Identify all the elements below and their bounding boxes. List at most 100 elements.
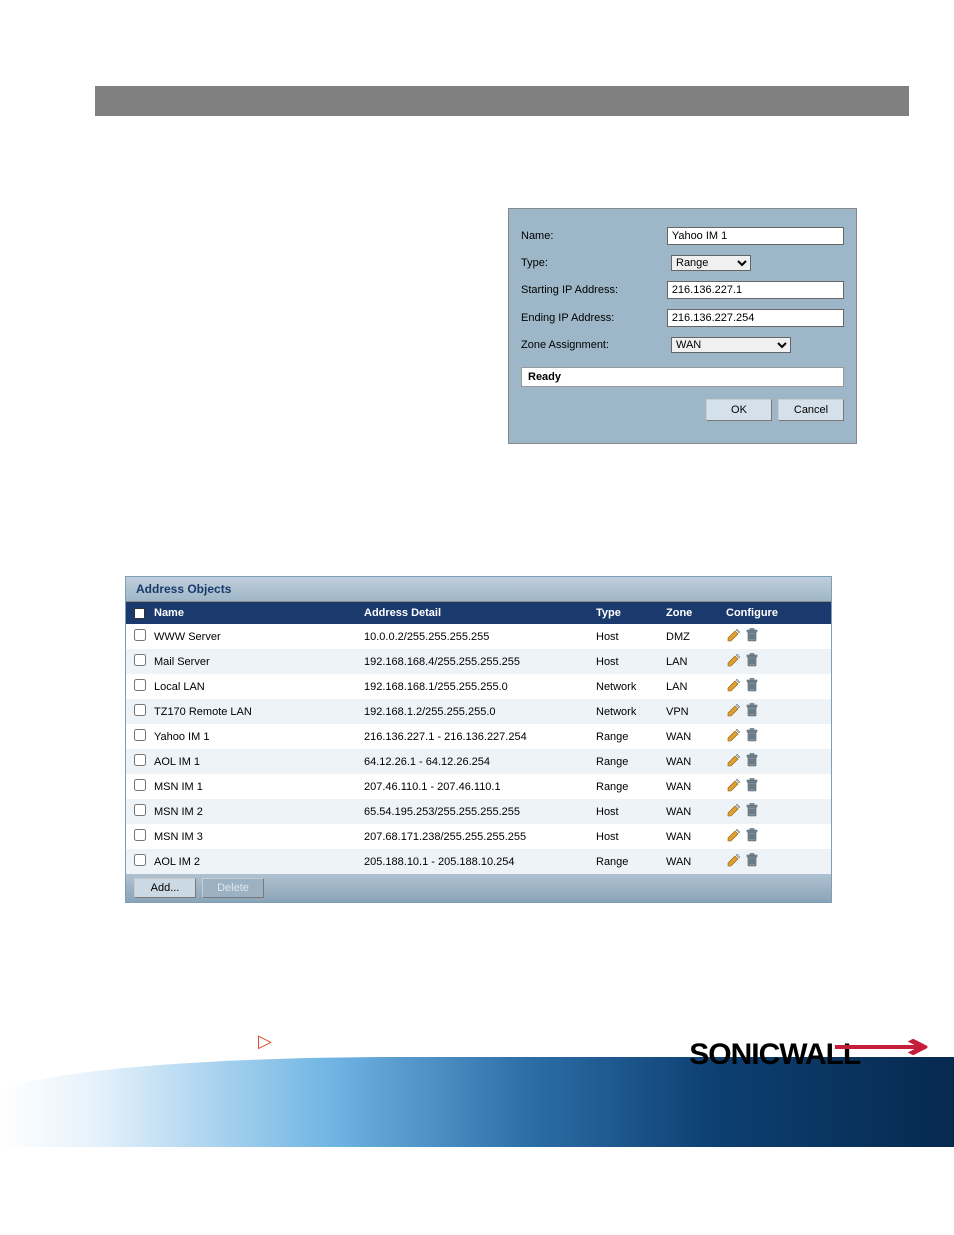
row-zone: VPN (666, 706, 726, 718)
header-zone: Zone (666, 607, 726, 619)
delete-icon[interactable] (744, 777, 760, 796)
name-input[interactable] (667, 227, 844, 245)
row-detail: 207.46.110.1 - 207.46.110.1 (364, 781, 596, 793)
delete-icon[interactable] (744, 727, 760, 746)
table-row: AOL IM 2205.188.10.1 - 205.188.10.254Ran… (126, 849, 831, 874)
row-zone: WAN (666, 831, 726, 843)
row-checkbox[interactable] (134, 629, 146, 641)
row-detail: 192.168.168.4/255.255.255.255 (364, 656, 596, 668)
row-detail: 216.136.227.1 - 216.136.227.254 (364, 731, 596, 743)
address-objects-panel: Address Objects Name Address Detail Type… (125, 576, 832, 903)
row-detail: 65.54.195.253/255.255.255.255 (364, 806, 596, 818)
row-type: Range (596, 781, 666, 793)
delete-icon[interactable] (744, 652, 760, 671)
row-checkbox[interactable] (134, 754, 146, 766)
row-type: Range (596, 731, 666, 743)
name-label: Name: (521, 230, 667, 242)
row-type: Range (596, 856, 666, 868)
row-detail: 207.68.171.238/255.255.255.255 (364, 831, 596, 843)
row-name: MSN IM 3 (154, 831, 364, 843)
row-zone: WAN (666, 806, 726, 818)
status-bar: Ready (521, 367, 844, 387)
triangle-icon: ▷ (258, 1031, 272, 1052)
header-detail: Address Detail (364, 607, 596, 619)
row-checkbox[interactable] (134, 804, 146, 816)
header-configure: Configure (726, 607, 796, 619)
delete-icon[interactable] (744, 827, 760, 846)
row-zone: LAN (666, 681, 726, 693)
row-type: Host (596, 806, 666, 818)
row-name: Local LAN (154, 681, 364, 693)
panel-title: Address Objects (126, 577, 831, 602)
row-name: Mail Server (154, 656, 364, 668)
row-name: WWW Server (154, 631, 364, 643)
edit-icon[interactable] (726, 777, 742, 796)
edit-icon[interactable] (726, 752, 742, 771)
table-row: Mail Server192.168.168.4/255.255.255.255… (126, 649, 831, 674)
row-checkbox[interactable] (134, 829, 146, 841)
footer: ▷ SONICWALL⟶ (0, 1057, 954, 1147)
delete-icon[interactable] (744, 677, 760, 696)
table-row: Local LAN192.168.168.1/255.255.255.0Netw… (126, 674, 831, 699)
row-checkbox[interactable] (134, 704, 146, 716)
row-name: AOL IM 2 (154, 856, 364, 868)
row-zone: LAN (666, 656, 726, 668)
edit-icon[interactable] (726, 627, 742, 646)
table-row: AOL IM 164.12.26.1 - 64.12.26.254RangeWA… (126, 749, 831, 774)
delete-icon[interactable] (744, 752, 760, 771)
row-detail: 205.188.10.1 - 205.188.10.254 (364, 856, 596, 868)
row-detail: 10.0.0.2/255.255.255.255 (364, 631, 596, 643)
start-ip-label: Starting IP Address: (521, 284, 667, 296)
zone-select[interactable]: WAN (671, 337, 791, 353)
edit-icon[interactable] (726, 802, 742, 821)
row-checkbox[interactable] (134, 854, 146, 866)
delete-button[interactable]: Delete (202, 878, 264, 898)
row-name: AOL IM 1 (154, 756, 364, 768)
row-name: TZ170 Remote LAN (154, 706, 364, 718)
address-object-dialog: Name: Type: Range Starting IP Address: E… (508, 208, 857, 444)
row-type: Host (596, 631, 666, 643)
row-zone: WAN (666, 731, 726, 743)
row-type: Network (596, 681, 666, 693)
type-label: Type: (521, 257, 671, 269)
table-row: Yahoo IM 1216.136.227.1 - 216.136.227.25… (126, 724, 831, 749)
delete-icon[interactable] (744, 802, 760, 821)
row-name: Yahoo IM 1 (154, 731, 364, 743)
row-checkbox[interactable] (134, 679, 146, 691)
row-name: MSN IM 1 (154, 781, 364, 793)
end-ip-input[interactable] (667, 309, 844, 327)
edit-icon[interactable] (726, 852, 742, 871)
table-row: MSN IM 265.54.195.253/255.255.255.255Hos… (126, 799, 831, 824)
delete-icon[interactable] (744, 852, 760, 871)
start-ip-input[interactable] (667, 281, 844, 299)
row-zone: WAN (666, 856, 726, 868)
type-select[interactable]: Range (671, 255, 751, 271)
select-all-checkbox[interactable] (134, 608, 145, 619)
end-ip-label: Ending IP Address: (521, 312, 667, 324)
add-button[interactable]: Add... (134, 878, 196, 898)
ok-button[interactable]: OK (706, 399, 772, 421)
gray-bar (95, 86, 909, 116)
delete-icon[interactable] (744, 627, 760, 646)
edit-icon[interactable] (726, 827, 742, 846)
edit-icon[interactable] (726, 677, 742, 696)
table-row: MSN IM 3207.68.171.238/255.255.255.255Ho… (126, 824, 831, 849)
row-detail: 192.168.168.1/255.255.255.0 (364, 681, 596, 693)
edit-icon[interactable] (726, 727, 742, 746)
row-checkbox[interactable] (134, 729, 146, 741)
edit-icon[interactable] (726, 652, 742, 671)
header-type: Type (596, 607, 666, 619)
table-header-row: Name Address Detail Type Zone Configure (126, 602, 831, 624)
row-name: MSN IM 2 (154, 806, 364, 818)
table-row: WWW Server10.0.0.2/255.255.255.255HostDM… (126, 624, 831, 649)
delete-icon[interactable] (744, 702, 760, 721)
edit-icon[interactable] (726, 702, 742, 721)
row-checkbox[interactable] (134, 779, 146, 791)
row-detail: 64.12.26.1 - 64.12.26.254 (364, 756, 596, 768)
cancel-button[interactable]: Cancel (778, 399, 844, 421)
row-zone: WAN (666, 756, 726, 768)
row-type: Network (596, 706, 666, 718)
row-type: Range (596, 756, 666, 768)
row-checkbox[interactable] (134, 654, 146, 666)
row-type: Host (596, 656, 666, 668)
